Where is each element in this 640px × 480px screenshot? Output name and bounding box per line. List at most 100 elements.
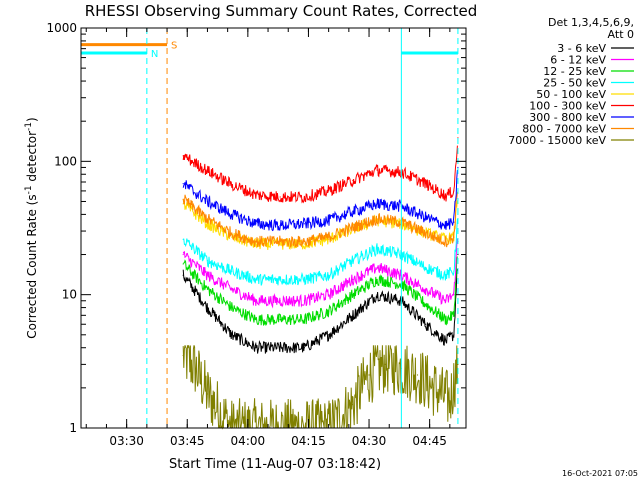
legend-label-100-300-kev: 100 - 300 keV: [529, 100, 606, 113]
legend-label-7000-15000-kev: 7000 - 15000 keV: [508, 134, 606, 147]
series-100-300-kev-point: [352, 179, 354, 181]
series-25-50-kev-point: [206, 260, 209, 262]
series-25-50-kev-point: [445, 274, 447, 276]
series-12-25-kev-point: [376, 278, 378, 281]
series-25-50-kev-point: [255, 278, 257, 281]
series-6-12-kev-point: [279, 300, 281, 302]
series-7000-15000-kev-point: [449, 400, 451, 402]
series-300-800-kev-point: [182, 183, 184, 185]
series-300-800-kev-point: [303, 223, 306, 225]
series-7000-15000-kev-point: [194, 367, 196, 369]
series-3-6-kev-point: [453, 334, 455, 336]
series-6-12-kev-point: [445, 300, 447, 302]
series-800-7000-kev-point: [279, 241, 281, 243]
y-axis-label-end: ): [25, 117, 39, 122]
series-300-800-kev-point: [445, 224, 447, 227]
legend-label-300-800-kev: 300 - 800 keV: [529, 111, 606, 124]
series-12-25-kev-point: [231, 306, 233, 309]
series-6-12-kev-point: [352, 278, 354, 281]
series-12-25-kev-point: [255, 319, 257, 321]
series-6-12-kev-point: [206, 274, 209, 276]
x-tick-label: 04:45: [412, 434, 447, 448]
series-25-50-kev-point: [303, 278, 306, 281]
series-layer: [182, 137, 459, 430]
series-6-12-kev-point: [255, 300, 257, 302]
series-25-50-kev-point: [352, 260, 354, 262]
series-6-12-kev-point: [328, 294, 330, 296]
series-3-6-kev-point: [231, 334, 233, 336]
series-100-300-kev-point: [445, 195, 447, 197]
y-axis-label-mid: detector: [25, 131, 39, 186]
annotation-label-n: N: [151, 49, 158, 60]
series-100-300-kev-point: [453, 190, 455, 192]
legend-header-line2: Att 0: [608, 28, 634, 41]
legend-label-50-100-kev: 50 - 100 keV: [536, 88, 606, 101]
series-100-300-kev-point: [182, 155, 184, 157]
y-tick-label: 100: [54, 154, 77, 168]
series-6-12-kev-point: [231, 288, 233, 290]
series-100-300-kev: [182, 137, 459, 204]
series-3-6-kev-point: [255, 347, 257, 349]
series-12-25-kev-point: [453, 314, 455, 316]
series-3-6-kev-point: [328, 334, 330, 336]
series-3-6-kev-point: [425, 323, 427, 325]
series-300-800-kev-point: [376, 203, 378, 205]
series-300-800-kev-point: [279, 224, 281, 227]
series-25-50-kev-point: [279, 278, 281, 281]
series-800-7000-kev-point: [303, 241, 306, 243]
series-25-50-kev: [182, 213, 459, 286]
x-tick-label: 03:45: [170, 434, 205, 448]
series-300-800-kev-point: [425, 216, 427, 218]
series-50-100-kev-point: [279, 243, 281, 245]
y-tick-label: 1000: [46, 21, 77, 35]
y-tick-label: 10: [62, 288, 77, 302]
x-tick-label: 04:30: [352, 434, 387, 448]
series-800-7000-kev-point: [425, 232, 427, 234]
series-100-300-kev-point: [231, 183, 233, 186]
series-3-6-kev-point: [206, 306, 209, 309]
series-50-100-kev-point: [255, 243, 257, 245]
series-300-800-kev-point: [328, 219, 330, 222]
series-100-300-kev-line: [182, 145, 458, 204]
y-axis-label-main: Corrected Count Rate (s: [25, 194, 39, 338]
series-100-300-kev-point: [279, 196, 281, 198]
series-100-300-kev-point: [303, 196, 306, 198]
series-7000-15000-kev-line: [182, 345, 458, 430]
x-tick-label: 03:30: [109, 434, 144, 448]
series-6-12-kev-point: [303, 300, 306, 302]
series-100-300-kev-point: [376, 169, 378, 171]
series-300-800-kev-point: [453, 221, 455, 223]
series-100-300-kev-point: [206, 170, 209, 172]
series-25-50-kev-point: [231, 270, 233, 272]
series-7000-15000-kev-point: [416, 374, 419, 376]
series-800-7000-kev-point: [453, 236, 455, 238]
series-7000-15000-kev-point: [433, 387, 435, 389]
y-tick-label: 1: [69, 421, 77, 435]
series-7000-15000-kev-point: [384, 363, 386, 365]
series-100-300-kev-point: [255, 194, 257, 196]
series-800-7000-kev-point: [182, 198, 184, 200]
series-3-6-kev-point: [352, 314, 354, 316]
annotation-label-s: S: [171, 41, 177, 52]
series-25-50-kev-point: [328, 274, 330, 276]
series-7000-15000-kev-point: [368, 374, 370, 376]
series-25-50-kev-point: [182, 238, 184, 240]
series-25-50-kev-point: [425, 266, 427, 269]
series-3-6-kev-point: [182, 274, 184, 276]
series-12-25-kev-point: [352, 294, 354, 296]
timestamp: 16-Oct-2021 07:05: [562, 469, 638, 478]
x-axis-label: Start Time (11-Aug-07 03:18:42): [169, 457, 381, 472]
series-3-6-kev-point: [303, 347, 306, 349]
series-25-50-kev-point: [457, 213, 459, 215]
series-3-6-kev-point: [445, 340, 447, 342]
series-12-25-kev-point: [206, 288, 209, 290]
series-3-6-kev-line: [182, 268, 458, 354]
plot-frame: [80, 27, 467, 429]
series-6-12-kev-point: [182, 253, 184, 256]
series-300-800-kev-point: [231, 213, 233, 215]
chart-title: RHESSI Observing Summary Count Rates, Co…: [85, 2, 478, 20]
legend-label-3-6-kev: 3 - 6 keV: [557, 42, 606, 55]
series-800-7000-kev-point: [206, 218, 209, 220]
